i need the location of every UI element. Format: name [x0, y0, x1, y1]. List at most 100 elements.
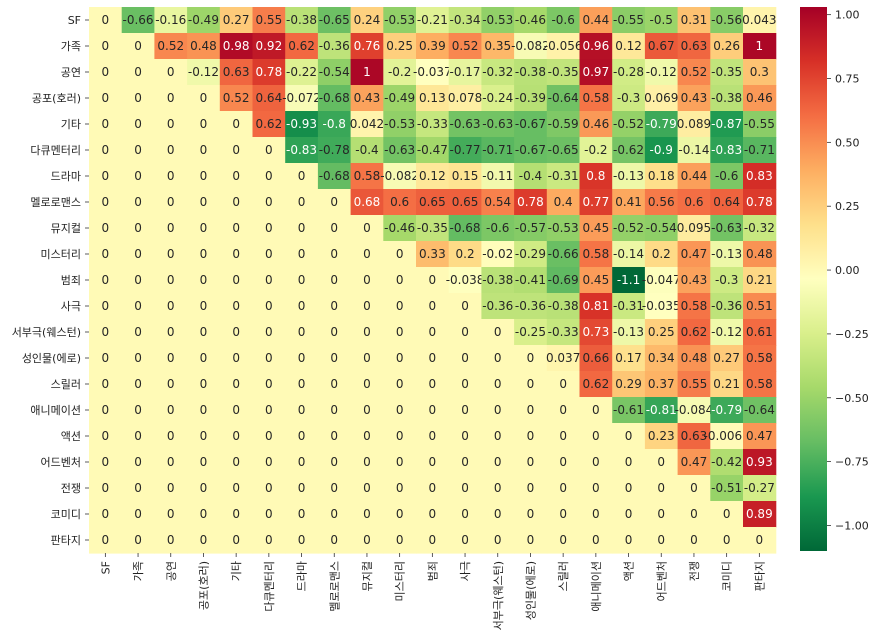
column-label: 뮤지컬 — [361, 561, 374, 591]
heatmap-cell-label: 0 — [429, 481, 437, 495]
heatmap-cell-label: 0.52 — [157, 39, 184, 53]
heatmap-cell — [710, 319, 744, 346]
heatmap-cell-label: -0.3 — [617, 91, 640, 105]
heatmap-cell-label: -0.056 — [544, 39, 583, 53]
row-label: 공연 — [61, 66, 81, 79]
heatmap-cell-label: 0 — [298, 247, 306, 261]
heatmap-cell — [252, 163, 286, 190]
heatmap-cell — [154, 397, 188, 424]
heatmap-cell-label: 0.77 — [582, 195, 609, 209]
heatmap-cell-label: 0 — [625, 533, 633, 547]
heatmap-cell-label: 0 — [265, 273, 273, 287]
heatmap-cell-label: 0 — [134, 533, 142, 547]
heatmap-cell-label: 0.29 — [615, 377, 642, 391]
heatmap-cell-label: 0.63 — [681, 429, 708, 443]
heatmap-cell-label: -0.53 — [384, 13, 415, 27]
heatmap-cell — [187, 501, 221, 528]
heatmap-cell-label: 0 — [167, 221, 175, 235]
heatmap-cell — [579, 371, 613, 398]
heatmap-cell — [481, 293, 515, 320]
heatmap-cell — [644, 33, 679, 60]
heatmap-cell — [612, 163, 646, 190]
heatmap-cell — [383, 111, 417, 138]
heatmap-cell-label: -0.63 — [384, 143, 415, 157]
heatmap-cell — [677, 501, 711, 528]
heatmap-cell — [579, 293, 613, 320]
heatmap-cell — [317, 501, 352, 528]
heatmap-cell — [481, 33, 515, 60]
heatmap-cell — [219, 189, 254, 216]
heatmap-cell-label: 0 — [494, 429, 502, 443]
heatmap-cell — [154, 423, 188, 450]
heatmap-cell-label: 0.63 — [223, 65, 250, 79]
heatmap-cell — [154, 241, 188, 268]
row-label: 가족 — [61, 40, 81, 53]
heatmap-cell-label: 0 — [657, 507, 665, 521]
heatmap-cell — [677, 137, 711, 164]
heatmap-cell — [350, 371, 384, 398]
heatmap-cell-label: 0 — [363, 221, 371, 235]
heatmap-cell-label: 0 — [298, 377, 306, 391]
heatmap-cell-label: 0 — [200, 273, 208, 287]
heatmap-cell — [416, 449, 450, 476]
heatmap-cell — [252, 449, 286, 476]
heatmap-cell — [121, 449, 155, 476]
heatmap-cell — [187, 189, 221, 216]
heatmap-cell-label: 0 — [330, 533, 338, 547]
heatmap-cell-label: 0 — [363, 507, 371, 521]
heatmap-cell-label: 0 — [102, 65, 110, 79]
heatmap-cell — [514, 85, 548, 112]
heatmap-cell — [743, 111, 777, 138]
heatmap-cell — [317, 397, 352, 424]
column-label: 드라마 — [296, 561, 309, 591]
heatmap-cell — [89, 7, 123, 34]
heatmap-cell — [416, 423, 450, 450]
heatmap-cell-label: 0 — [363, 273, 371, 287]
heatmap-cell — [121, 33, 155, 60]
heatmap-cell — [219, 267, 254, 294]
heatmap-cell-label: 0 — [167, 91, 175, 105]
row-label: 미스터리 — [41, 248, 81, 261]
heatmap-cell — [121, 371, 155, 398]
heatmap-cell — [448, 241, 482, 268]
heatmap-cell-label: 0 — [232, 221, 240, 235]
heatmap-cell-label: 0.68 — [354, 195, 381, 209]
heatmap-cell-label: 0 — [134, 325, 142, 339]
heatmap-cell-label: 0.33 — [419, 247, 446, 261]
heatmap-cell-label: 0 — [232, 273, 240, 287]
heatmap-cell — [546, 7, 581, 34]
heatmap-cell — [416, 33, 450, 60]
heatmap-cell — [677, 189, 711, 216]
heatmap-cell-label: -0.36 — [711, 299, 742, 313]
heatmap-cell — [285, 527, 319, 554]
heatmap-cell-label: 0.67 — [648, 39, 675, 53]
heatmap-cell — [121, 85, 155, 112]
heatmap-cell-label: 0 — [102, 117, 110, 131]
heatmap-cell-label: -0.047 — [642, 273, 681, 287]
heatmap-cell — [644, 501, 679, 528]
heatmap-cell — [448, 189, 482, 216]
heatmap-cell-label: -0.55 — [613, 13, 644, 27]
heatmap-cell — [481, 371, 515, 398]
heatmap-cell-label: 0.6 — [684, 195, 703, 209]
row-label: 어드벤처 — [41, 456, 81, 469]
heatmap-cell — [416, 267, 450, 294]
heatmap-cell-label: 0.46 — [582, 117, 609, 131]
column-label: 애니메이션 — [590, 561, 603, 612]
column-label: 범죄 — [426, 561, 439, 581]
heatmap-cell-label: -0.33 — [417, 117, 448, 131]
heatmap-cell — [252, 189, 286, 216]
heatmap-cell-label: -0.32 — [744, 221, 775, 235]
heatmap-cell-label: -0.13 — [613, 325, 644, 339]
heatmap-cell — [644, 423, 679, 450]
heatmap-cell — [121, 475, 155, 502]
heatmap-cell-label: 0 — [396, 351, 404, 365]
heatmap-cell — [481, 267, 515, 294]
heatmap-cell — [285, 371, 319, 398]
heatmap-cell — [677, 241, 711, 268]
heatmap-cell-label: 0 — [690, 533, 698, 547]
heatmap-cell — [89, 267, 123, 294]
heatmap-cell-label: 0 — [200, 403, 208, 417]
heatmap-cell-label: 0 — [167, 325, 175, 339]
